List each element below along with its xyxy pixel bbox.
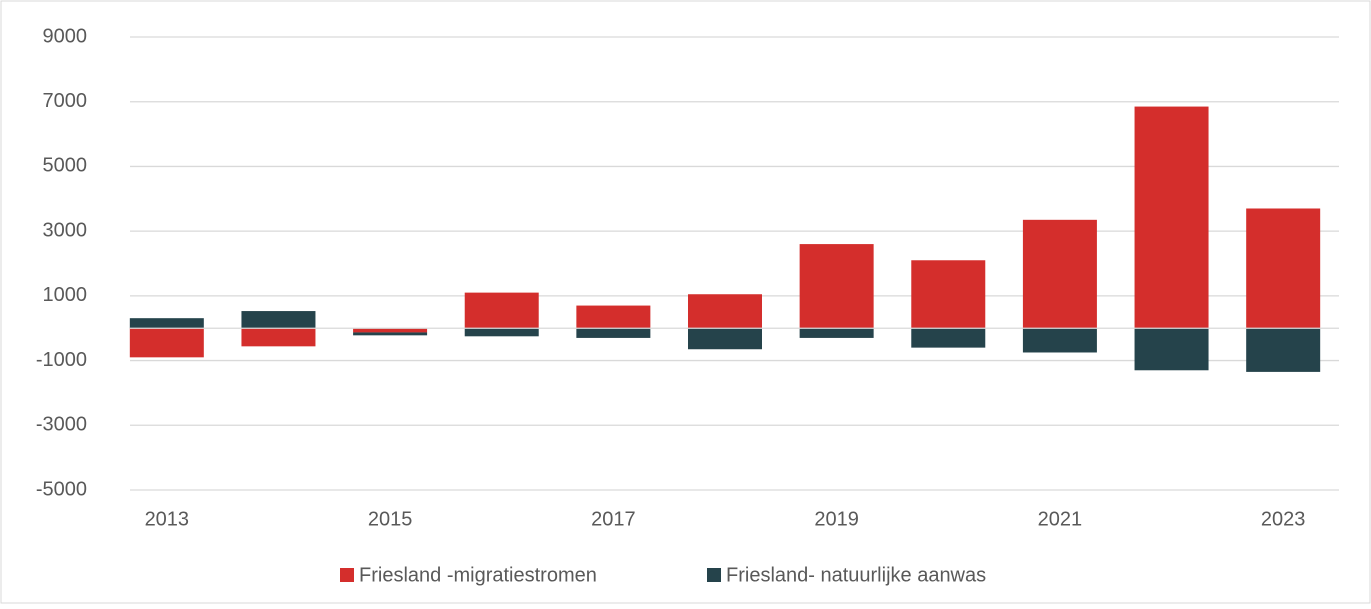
x-tick-label: 2017 xyxy=(591,508,636,530)
y-tick-label: -5000 xyxy=(36,478,87,500)
x-tick-label: 2023 xyxy=(1261,508,1306,530)
y-tick-label: 5000 xyxy=(43,155,88,177)
y-tick-label: -1000 xyxy=(36,349,87,371)
bar xyxy=(1246,208,1321,329)
y-tick-label: -3000 xyxy=(36,414,87,436)
bar xyxy=(688,328,762,350)
bar xyxy=(353,328,428,333)
x-tick-label: 2015 xyxy=(368,508,413,530)
bar xyxy=(799,244,874,329)
bar xyxy=(1246,328,1321,372)
bar xyxy=(241,311,316,329)
x-tick-label: 2019 xyxy=(814,508,859,530)
bar xyxy=(464,292,539,329)
bar xyxy=(353,332,428,336)
y-tick-label: 1000 xyxy=(43,284,88,306)
bar xyxy=(129,318,204,329)
bar xyxy=(129,328,204,358)
bar xyxy=(576,305,651,329)
legend-label: Friesland -migratiestromen xyxy=(359,564,597,586)
bar xyxy=(1134,328,1209,371)
legend-swatch xyxy=(340,568,354,582)
bar xyxy=(911,260,986,329)
y-tick-label: 3000 xyxy=(43,219,88,241)
bar xyxy=(1134,106,1209,329)
x-tick-label: 2021 xyxy=(1038,508,1083,530)
bar xyxy=(911,328,986,348)
y-tick-label: 7000 xyxy=(43,90,88,112)
legend-label: Friesland- natuurlijke aanwas xyxy=(726,564,986,586)
bar xyxy=(688,294,762,329)
bar xyxy=(464,328,539,337)
bar xyxy=(576,328,651,338)
legend-swatch xyxy=(707,568,721,582)
y-tick-label: 9000 xyxy=(43,25,88,47)
bar xyxy=(1022,219,1097,329)
x-tick-label: 2013 xyxy=(145,508,190,530)
bar xyxy=(1022,328,1097,353)
bar xyxy=(799,328,874,338)
bar xyxy=(241,328,316,347)
